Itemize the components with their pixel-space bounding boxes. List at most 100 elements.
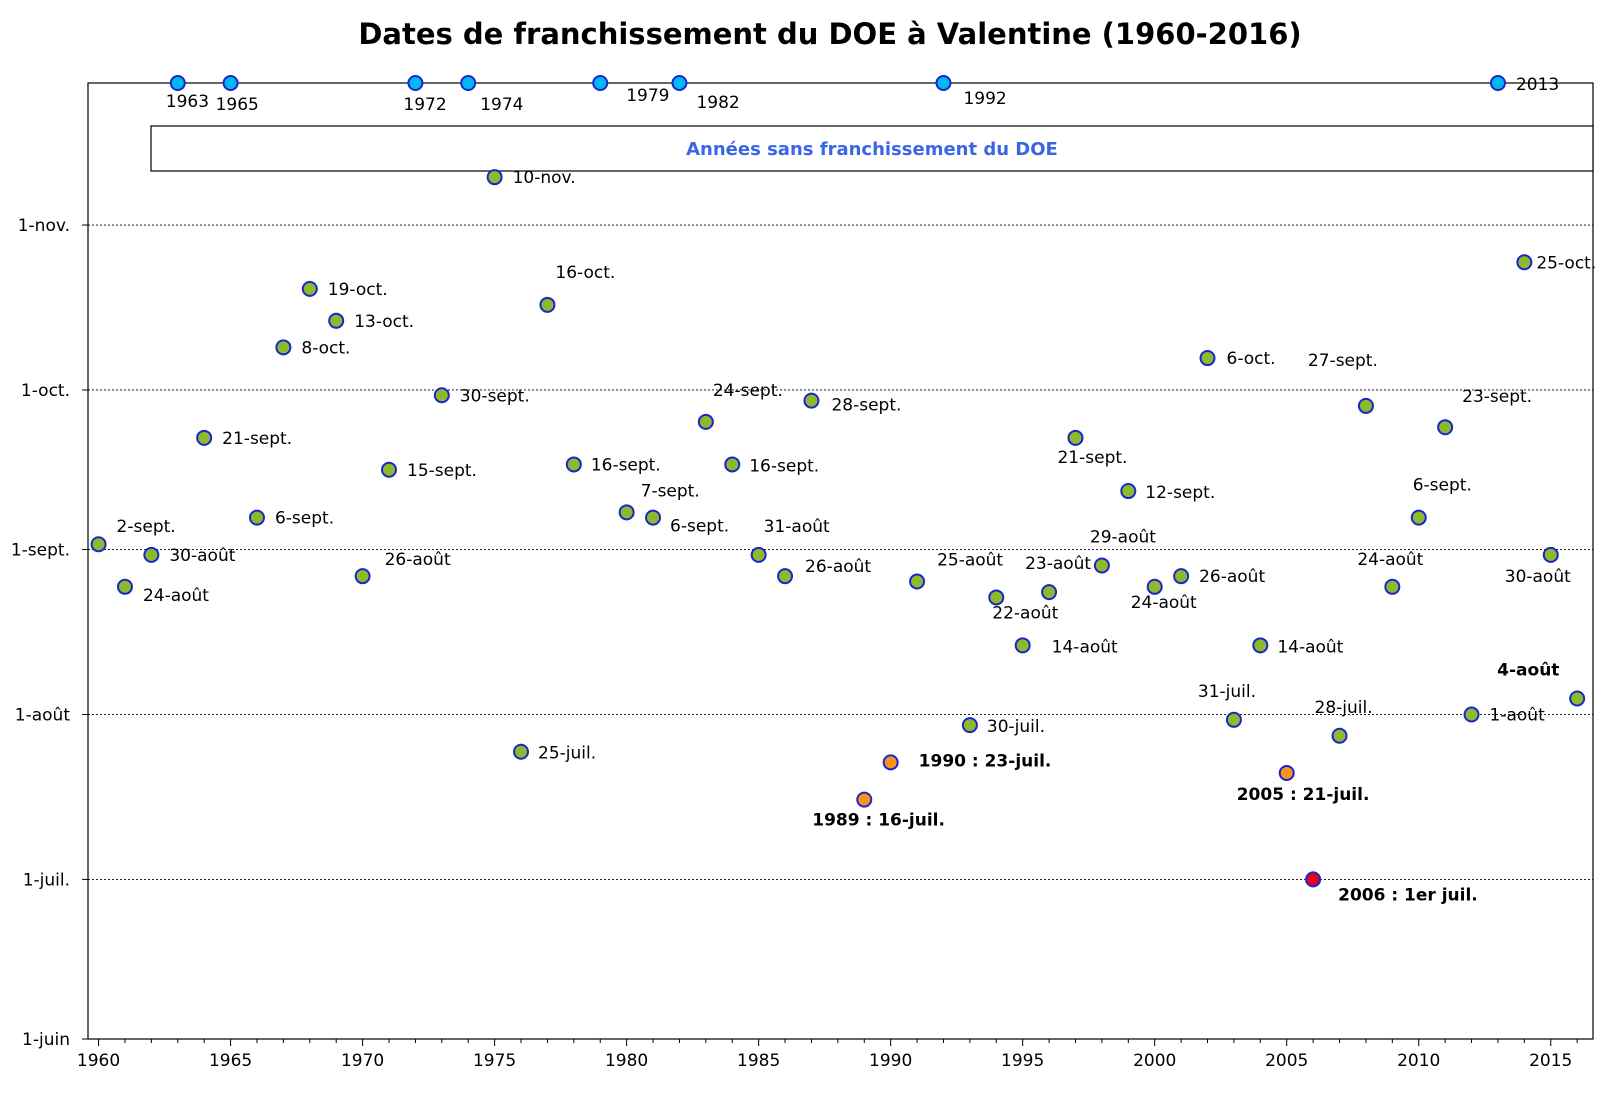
point-label-1964: 21-sept. — [222, 429, 292, 449]
x-tick-label: 2000 — [1133, 1051, 1176, 1071]
point-1996 — [1041, 584, 1058, 601]
point-1991 — [909, 573, 926, 590]
point-2004 — [1252, 637, 1269, 654]
point-1990 — [882, 754, 899, 771]
point-label-1960: 2-sept. — [117, 517, 176, 537]
x-tick-label: 1995 — [1001, 1051, 1044, 1071]
point-1969 — [328, 312, 345, 329]
point-1960 — [90, 536, 107, 553]
y-tick-label: 1-juil. — [23, 870, 70, 890]
point-2002 — [1199, 350, 1216, 367]
data-markers — [90, 75, 1586, 888]
point-2016 — [1569, 690, 1586, 707]
point-label-1980: 7-sept. — [641, 481, 700, 501]
point-label-1983: 24-sept. — [713, 381, 783, 401]
point-1961 — [116, 578, 133, 595]
point-label-1994: 22-août — [992, 603, 1058, 623]
point-label-1986: 26-août — [805, 557, 871, 577]
x-tick-label: 1965 — [209, 1051, 252, 1071]
point-label-1996: 23-août — [1025, 554, 1091, 574]
point-label-1971: 15-sept. — [407, 461, 477, 481]
point-2010 — [1410, 509, 1427, 526]
point-label-1984: 16-sept. — [749, 456, 819, 476]
point-label-1977: 16-oct. — [555, 263, 615, 283]
point-label-2012: 1-août — [1490, 705, 1546, 725]
no-crossing-label-2013: 2013 — [1516, 75, 1559, 95]
point-2005 — [1278, 765, 1295, 781]
point-label-1993: 30-juil. — [987, 717, 1045, 737]
point-1995 — [1014, 637, 1031, 654]
plot-area-frame — [87, 82, 1594, 1040]
point-2006 — [1305, 871, 1322, 888]
no-crossing-marker-2013 — [1489, 75, 1506, 91]
point-2007 — [1331, 727, 1348, 744]
point-label-2011: 23-sept. — [1462, 387, 1532, 407]
point-label-2008: 27-sept. — [1308, 351, 1378, 371]
point-label-1961: 24-août — [143, 586, 209, 606]
point-1994 — [988, 589, 1005, 606]
point-1978 — [565, 456, 582, 473]
point-1964 — [196, 429, 213, 446]
point-2015 — [1542, 546, 1559, 563]
point-label-1967: 8-oct. — [301, 338, 350, 358]
y-tick-label: 1-juin — [22, 1030, 70, 1050]
point-label-1997: 21-sept. — [1057, 448, 1127, 468]
point-1977 — [539, 296, 556, 313]
y-tick-label: 1-août — [15, 705, 71, 725]
point-1999 — [1120, 483, 1137, 500]
x-axis: 1960 1965 1970 1975 1980 1985 1990 1995 2000 2005… — [77, 1039, 1578, 1071]
point-label-2000: 24-août — [1131, 593, 1197, 613]
point-2009 — [1384, 578, 1401, 595]
chart-title: Dates de franchissement du DOE à Valenti… — [358, 17, 1301, 51]
point-label-1970: 26-août — [385, 550, 451, 570]
point-2011 — [1437, 419, 1454, 436]
no-crossing-box-label: Années sans franchissement du DOE — [686, 139, 1058, 160]
point-label-1987: 28-sept. — [831, 396, 901, 416]
x-tick-label: 1990 — [869, 1051, 912, 1071]
point-1971 — [381, 461, 397, 478]
point-2008 — [1357, 397, 1374, 414]
point-label-1976: 25-juil. — [538, 744, 596, 764]
point-label-1991: 25-août — [937, 550, 1003, 570]
point-2014 — [1516, 254, 1533, 271]
no-crossing-label-1963: 1963 — [166, 92, 209, 112]
point-label-1985: 31-août — [764, 517, 830, 537]
point-1997 — [1067, 429, 1084, 446]
point-label-1995: 14-août — [1052, 637, 1118, 657]
point-label-1975: 10-nov. — [513, 168, 576, 188]
point-label-2001: 26-août — [1199, 567, 1265, 587]
point-label-2016: 4-août — [1497, 661, 1559, 681]
point-label-2010: 6-sept. — [1413, 476, 1472, 496]
point-label-1999: 12-sept. — [1145, 483, 1215, 503]
point-label-2002: 6-oct. — [1227, 349, 1276, 369]
point-label-2009: 24-août — [1357, 550, 1423, 570]
point-1968 — [301, 280, 318, 297]
point-label-1978: 16-sept. — [591, 455, 661, 475]
point-label-1973: 30-sept. — [460, 386, 530, 406]
point-1983 — [697, 413, 714, 430]
y-tick-label: 1-nov. — [18, 216, 70, 236]
no-crossing-label-1972: 1972 — [403, 95, 446, 115]
point-2000 — [1146, 578, 1163, 595]
point-1998 — [1093, 557, 1110, 574]
no-crossing-label-1965: 1965 — [216, 95, 259, 115]
no-crossing-label-1982: 1982 — [696, 93, 739, 113]
point-label-1990: 1990 : 23-juil. — [919, 751, 1052, 771]
x-tick-label: 1980 — [605, 1051, 648, 1071]
point-label-2005: 2005 : 21-juil. — [1237, 785, 1370, 805]
point-1975 — [486, 169, 503, 186]
point-1976 — [513, 743, 530, 760]
y-tick-label: 1-sept. — [11, 541, 70, 561]
point-1987 — [803, 392, 820, 409]
point-label-1969: 13-oct. — [354, 312, 414, 332]
no-crossing-marker-1963 — [169, 75, 186, 91]
point-2012 — [1463, 706, 1480, 723]
x-tick-label: 1975 — [473, 1051, 516, 1071]
point-label-2007: 28-juil. — [1315, 698, 1373, 718]
no-crossing-label-1992: 1992 — [963, 89, 1006, 109]
point-label-1998: 29-août — [1090, 528, 1156, 548]
point-label-2003: 31-juil. — [1198, 682, 1256, 702]
x-tick-label: 2015 — [1529, 1051, 1572, 1071]
point-1967 — [275, 339, 292, 356]
